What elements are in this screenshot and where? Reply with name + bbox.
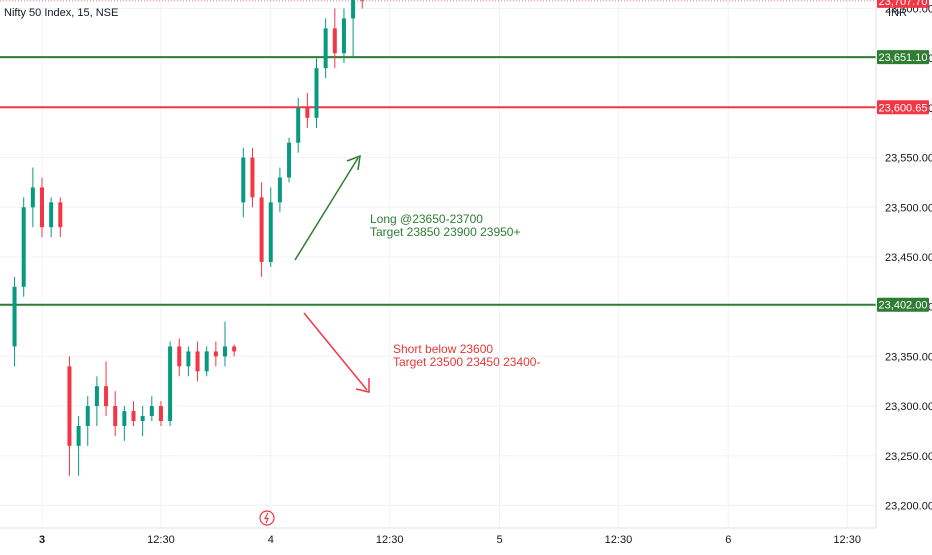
price-axis[interactable]: INR 23,200.00 23,250.00 23,300.00 23,350.00… [875,0,932,528]
candle [232,344,237,357]
long-annotation-line2: Target 23850 23900 23950+ [370,225,520,239]
price-badge-label: 23,402.00 [879,300,928,312]
price-tick-label: 23,200.00 [885,501,932,513]
candle [314,58,319,128]
candle [204,346,209,377]
price-levels [0,0,876,306]
candle [305,92,310,128]
time-tick-label: 12:30 [147,534,175,546]
price-badge [877,0,929,8]
candle [12,276,17,367]
long-arrow-head [346,154,361,171]
price-badges: 23,950.6523,707.7023,651.1023,600.6523,4… [877,0,929,312]
price-tick-label: 23,500.00 [885,202,932,214]
time-tick-label: 12:30 [605,534,633,546]
short-annotation-line1: Short below 23600 [393,342,493,356]
candle [85,396,90,446]
short-arrow-line [303,312,368,391]
short-annotation-line2: Target 23500 23450 23400- [393,355,540,369]
candle [259,182,264,277]
price-tick-label: 23,250.00 [885,451,932,463]
candle [94,376,99,426]
candle [341,8,346,64]
candle [323,18,328,79]
candle [360,0,365,9]
candle [76,416,81,476]
candle [241,147,246,218]
events-icon[interactable] [259,510,275,526]
candle [277,167,282,213]
price-badge-label: 23,651.10 [879,52,928,64]
currency-label: INR [888,7,907,19]
candle [158,401,163,426]
time-tick-label: 3 [39,534,45,546]
candle [332,8,337,69]
candle [213,341,218,367]
price-tick-label: 23,350.00 [885,351,932,363]
time-tick-label: 4 [268,534,274,546]
candle [268,187,273,267]
annotations: Long @23650-23700 Target 23850 23900 239… [294,154,540,393]
price-badge [877,50,929,65]
time-tick-label: 12:30 [376,534,404,546]
candle [49,197,54,238]
candle [21,197,26,297]
candle [296,97,301,153]
price-badge [877,297,929,312]
price-badge-label: 23,707.70 [879,0,928,8]
grid [0,0,876,528]
candle [40,177,44,238]
price-badge [877,100,929,115]
chart-title: Nifty 50 Index, 15, NSE [4,7,118,19]
candle [223,321,227,367]
candle [30,167,35,228]
candle [140,406,145,436]
short-arrow-head [355,378,370,393]
time-tick-label: 12:30 [833,534,861,546]
candle [104,361,109,417]
price-tick-label: 23,450.00 [885,252,932,264]
time-tick-label: 6 [725,534,731,546]
candle [287,137,292,183]
candles [12,0,365,476]
price-tick-label: 23,300.00 [885,401,932,413]
candle [195,341,200,382]
price-badge-label: 23,600.65 [879,102,928,114]
candle [113,391,118,436]
candle [186,346,191,377]
long-annotation-line1: Long @23650-23700 [370,212,483,226]
candle [58,197,63,238]
candle [67,356,72,476]
candle [177,338,182,377]
long-arrow-line [294,157,359,261]
candle [122,406,127,441]
time-tick-label: 5 [496,534,502,546]
candle [149,396,154,422]
price-tick-label: 23,550.00 [885,153,932,165]
candle [131,401,136,426]
time-axis[interactable]: 312:30412:30512:30612:30712:301012:30111… [0,527,932,546]
candle [168,341,173,426]
candle [351,0,356,59]
candle [250,147,255,208]
